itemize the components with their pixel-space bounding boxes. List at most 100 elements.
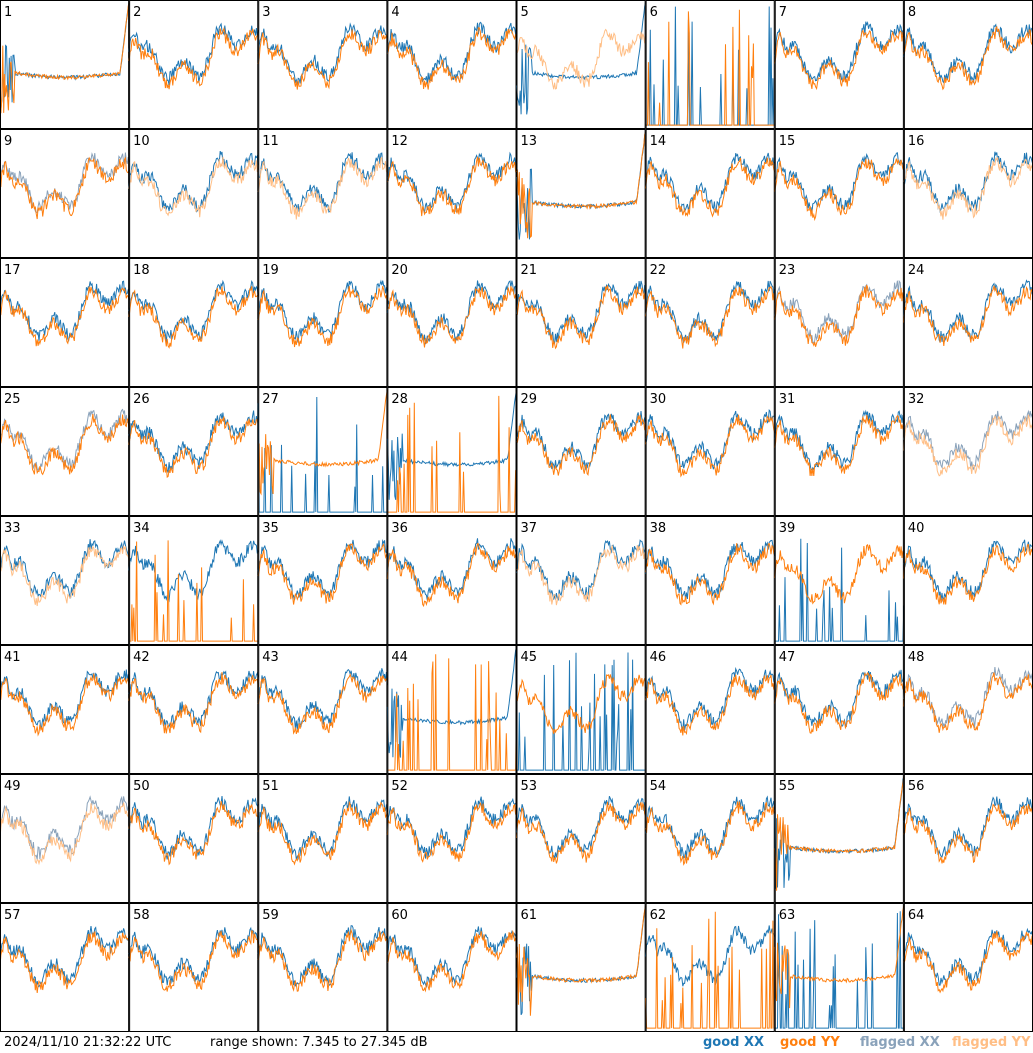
panel-label-9: 9 xyxy=(4,134,12,149)
series-yy-33 xyxy=(0,544,130,607)
series-yy-43 xyxy=(257,673,388,735)
panel-frame-57 xyxy=(0,903,130,1032)
panel-frame-4 xyxy=(387,0,517,129)
panel-label-13: 13 xyxy=(521,134,538,149)
panel-42: 42 xyxy=(128,645,259,774)
series-xx-27 xyxy=(257,396,388,513)
panel-label-64: 64 xyxy=(908,908,925,923)
series-yy-54 xyxy=(645,801,776,866)
panel-label-40: 40 xyxy=(908,521,925,536)
panel-frame-28 xyxy=(387,387,517,516)
panel-frame-45 xyxy=(516,645,646,774)
series-yy-44 xyxy=(387,654,517,771)
series-yy-29 xyxy=(516,414,647,476)
series-yy-23 xyxy=(774,284,905,347)
panel-label-48: 48 xyxy=(908,650,925,665)
panel-58: 58 xyxy=(128,903,259,1032)
panel-60: 60 xyxy=(386,903,517,1032)
panel-frame-8 xyxy=(903,0,1033,129)
panel-frame-5 xyxy=(516,0,646,129)
panel-20: 20 xyxy=(386,258,517,387)
series-yy-55 xyxy=(774,776,905,891)
series-xx-40 xyxy=(903,539,1033,603)
panel-label-4: 4 xyxy=(391,5,399,20)
series-yy-32 xyxy=(903,414,1033,477)
series-xx-32 xyxy=(903,409,1033,471)
panel-51: 51 xyxy=(257,774,388,903)
panel-label-7: 7 xyxy=(779,5,787,20)
series-yy-60 xyxy=(386,929,517,993)
series-yy-24 xyxy=(903,285,1033,347)
panel-label-50: 50 xyxy=(133,779,150,794)
series-xx-6 xyxy=(645,6,775,126)
series-yy-4 xyxy=(386,27,517,90)
series-yy-13 xyxy=(516,131,647,239)
series-xx-48 xyxy=(903,666,1033,729)
panel-frame-25 xyxy=(0,387,130,516)
panel-frame-39 xyxy=(774,516,904,645)
series-yy-34 xyxy=(129,540,259,642)
panel-label-39: 39 xyxy=(779,521,796,536)
series-yy-39 xyxy=(774,543,905,605)
panel-10: 10 xyxy=(128,129,259,258)
panel-frame-60 xyxy=(387,903,517,1032)
panel-17: 17 xyxy=(0,258,130,387)
series-yy-59 xyxy=(257,928,388,992)
panel-27: 27 xyxy=(257,387,388,516)
panel-label-43: 43 xyxy=(262,650,279,665)
panel-4: 4 xyxy=(386,0,517,129)
panel-label-33: 33 xyxy=(4,521,21,536)
series-yy-1 xyxy=(0,2,130,114)
panel-label-51: 51 xyxy=(262,779,279,794)
panel-40: 40 xyxy=(903,516,1033,645)
panel-frame-43 xyxy=(258,645,388,774)
panel-label-17: 17 xyxy=(4,263,21,278)
panel-28: 28 xyxy=(386,387,517,516)
panel-label-57: 57 xyxy=(4,908,21,923)
series-yy-36 xyxy=(386,542,517,608)
series-xx-52 xyxy=(386,796,517,859)
series-xx-62 xyxy=(645,925,776,987)
panel-14: 14 xyxy=(645,129,776,258)
series-yy-18 xyxy=(128,286,259,349)
panel-label-32: 32 xyxy=(908,392,925,407)
series-xx-10 xyxy=(128,150,259,213)
series-yy-21 xyxy=(516,285,646,350)
panel-44: 44 xyxy=(386,645,517,774)
panel-9: 9 xyxy=(0,129,130,258)
series-xx-35 xyxy=(257,539,388,601)
panel-frame-30 xyxy=(645,387,775,516)
panel-frame-15 xyxy=(774,129,904,258)
panel-frame-51 xyxy=(258,774,388,903)
footer: 2024/11/10 21:32:22 UTC range shown: 7.3… xyxy=(0,1032,1033,1053)
panel-11: 11 xyxy=(257,129,388,258)
panel-label-11: 11 xyxy=(262,134,279,149)
series-yy-50 xyxy=(128,800,259,866)
panel-label-29: 29 xyxy=(521,392,538,407)
panel-frame-63 xyxy=(774,903,904,1032)
panel-label-15: 15 xyxy=(779,134,796,149)
panel-label-37: 37 xyxy=(521,521,538,536)
series-xx-51 xyxy=(257,796,388,861)
panel-26: 26 xyxy=(128,387,259,516)
series-xx-15 xyxy=(774,152,905,214)
panel-frame-55 xyxy=(774,774,904,903)
panel-label-60: 60 xyxy=(391,908,408,923)
panel-frame-14 xyxy=(645,129,775,258)
series-yy-57 xyxy=(0,931,130,994)
series-xx-57 xyxy=(0,926,130,988)
panel-label-59: 59 xyxy=(262,908,279,923)
panel-22: 22 xyxy=(645,258,776,387)
series-yy-26 xyxy=(128,416,259,478)
series-xx-64 xyxy=(903,927,1033,986)
panel-label-8: 8 xyxy=(908,5,916,20)
panel-label-21: 21 xyxy=(521,263,538,278)
panel-label-12: 12 xyxy=(391,134,408,149)
panel-label-36: 36 xyxy=(391,521,408,536)
series-xx-59 xyxy=(257,925,388,987)
panel-45: 45 xyxy=(516,645,647,774)
panel-32: 32 xyxy=(903,387,1033,516)
panel-label-54: 54 xyxy=(650,779,667,794)
panel-56: 56 xyxy=(903,774,1033,903)
series-yy-2 xyxy=(128,27,259,90)
